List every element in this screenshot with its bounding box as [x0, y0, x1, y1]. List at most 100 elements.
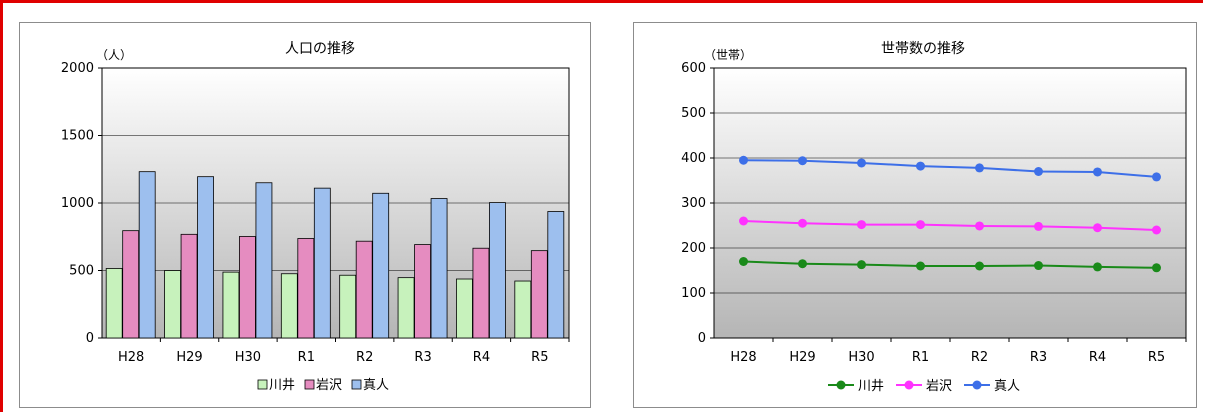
- bar: [180, 233, 198, 339]
- data-point: [1093, 167, 1102, 177]
- bar: [255, 182, 273, 339]
- bar: [514, 280, 532, 339]
- x-tick-label: R4: [473, 350, 490, 365]
- data-point: [857, 260, 866, 270]
- y-axis-label: （人）: [96, 48, 132, 62]
- population-chart-panel: 0 500 1000 1500 2000 人口の推移 （人） H28 H29 H30 R1 R2 R3 R…: [19, 22, 591, 408]
- bar: [430, 198, 448, 339]
- legend-label: 真人: [363, 378, 389, 393]
- data-point: [1034, 221, 1043, 231]
- y-tick-label: 200: [681, 241, 706, 256]
- bar: [313, 187, 331, 339]
- bar: [280, 273, 298, 339]
- data-point: [1152, 172, 1161, 182]
- bar: [489, 202, 506, 339]
- bar: [355, 240, 373, 339]
- legend-label: 岩沢: [316, 378, 342, 393]
- bar: [164, 270, 181, 339]
- data-point: [916, 161, 925, 171]
- y-tick-label: 0: [698, 331, 706, 346]
- legend-swatch: [351, 379, 362, 390]
- data-point: [739, 155, 748, 165]
- data-point: [1093, 223, 1102, 233]
- bar: [339, 274, 357, 339]
- series-line: [743, 260, 1157, 269]
- y-tick-label: 100: [681, 286, 706, 301]
- y-tick-label: 300: [681, 196, 706, 211]
- legend: 川井 岩沢 真人: [828, 379, 1020, 394]
- data-point: [975, 261, 984, 271]
- bar: [530, 250, 548, 339]
- x-tick-label: R5: [531, 350, 548, 365]
- legend-label: 川井: [269, 378, 295, 393]
- data-point: [1034, 167, 1043, 176]
- y-tick-label: 0: [86, 331, 94, 346]
- chart-title: 世帯数の推移: [881, 41, 965, 57]
- legend-swatch: [257, 379, 268, 390]
- household-chart-panel: 0 100 200 300 400 500 600 世帯数の推移 （世帯） H28 H29 H30 R1…: [633, 22, 1197, 408]
- data-point: [798, 218, 807, 228]
- x-tick-label: H30: [848, 350, 874, 365]
- data-point: [916, 261, 925, 271]
- bar: [105, 268, 123, 339]
- household-line-chart: 0 100 200 300 400 500 600 世帯数の推移 （世帯） H28 H29 H30 R1…: [681, 41, 1187, 394]
- data-point: [916, 220, 925, 230]
- data-point: [798, 259, 807, 269]
- y-tick-label: 600: [681, 61, 706, 76]
- x-tick-label: H29: [176, 350, 202, 365]
- y-tick-label: 500: [681, 106, 706, 121]
- x-tick-label: H28: [730, 350, 756, 365]
- data-point: [1152, 225, 1161, 235]
- x-tick-label: R3: [1030, 350, 1047, 365]
- data-point: [798, 156, 807, 166]
- legend-marker: [972, 380, 982, 390]
- x-tick-label: R3: [414, 350, 431, 365]
- legend-label: 川井: [858, 379, 884, 394]
- x-tick-label: R1: [912, 350, 929, 365]
- population-bar-chart: 0 500 1000 1500 2000 人口の推移 （人） H28 H29 H30 R1 R2 R3 R…: [61, 41, 570, 393]
- series-line: [743, 159, 1157, 178]
- legend-marker: [836, 380, 846, 390]
- bar: [138, 171, 156, 339]
- y-tick-label: 2000: [61, 61, 94, 76]
- bar: [122, 230, 140, 339]
- bar: [297, 238, 315, 339]
- y-tick-label: 500: [69, 264, 94, 279]
- bar: [547, 211, 565, 339]
- x-tick-label: R2: [356, 350, 373, 365]
- bar: [456, 278, 473, 339]
- data-point: [1034, 261, 1043, 271]
- y-tick-label: 1500: [61, 129, 94, 144]
- bar: [222, 271, 240, 339]
- bar: [372, 192, 390, 339]
- legend-label: 岩沢: [926, 379, 952, 394]
- x-tick-label: R2: [971, 350, 988, 365]
- data-point: [1093, 262, 1102, 272]
- x-tick-label: H29: [789, 350, 815, 365]
- series-line: [743, 220, 1157, 231]
- data-point: [739, 216, 748, 226]
- x-tick-label: H28: [118, 350, 144, 365]
- data-point: [975, 221, 984, 231]
- legend-marker: [904, 380, 914, 390]
- data-point: [975, 163, 984, 173]
- bar: [414, 244, 431, 339]
- legend: 川井 岩沢 真人: [257, 378, 389, 393]
- y-tick-label: 400: [681, 151, 706, 166]
- x-tick-label: R1: [298, 350, 315, 365]
- data-point: [857, 158, 866, 168]
- bar: [472, 247, 490, 339]
- legend-label: 真人: [994, 379, 1020, 394]
- bar: [397, 277, 415, 339]
- x-tick-label: R5: [1148, 350, 1165, 365]
- legend-swatch: [304, 379, 315, 390]
- chart-title: 人口の推移: [285, 41, 355, 57]
- data-point: [739, 257, 748, 266]
- bar: [239, 236, 256, 339]
- y-tick-label: 1000: [61, 196, 94, 211]
- bar: [197, 176, 214, 339]
- x-tick-label: R4: [1089, 350, 1106, 365]
- data-point: [1152, 263, 1161, 273]
- data-point: [857, 220, 866, 230]
